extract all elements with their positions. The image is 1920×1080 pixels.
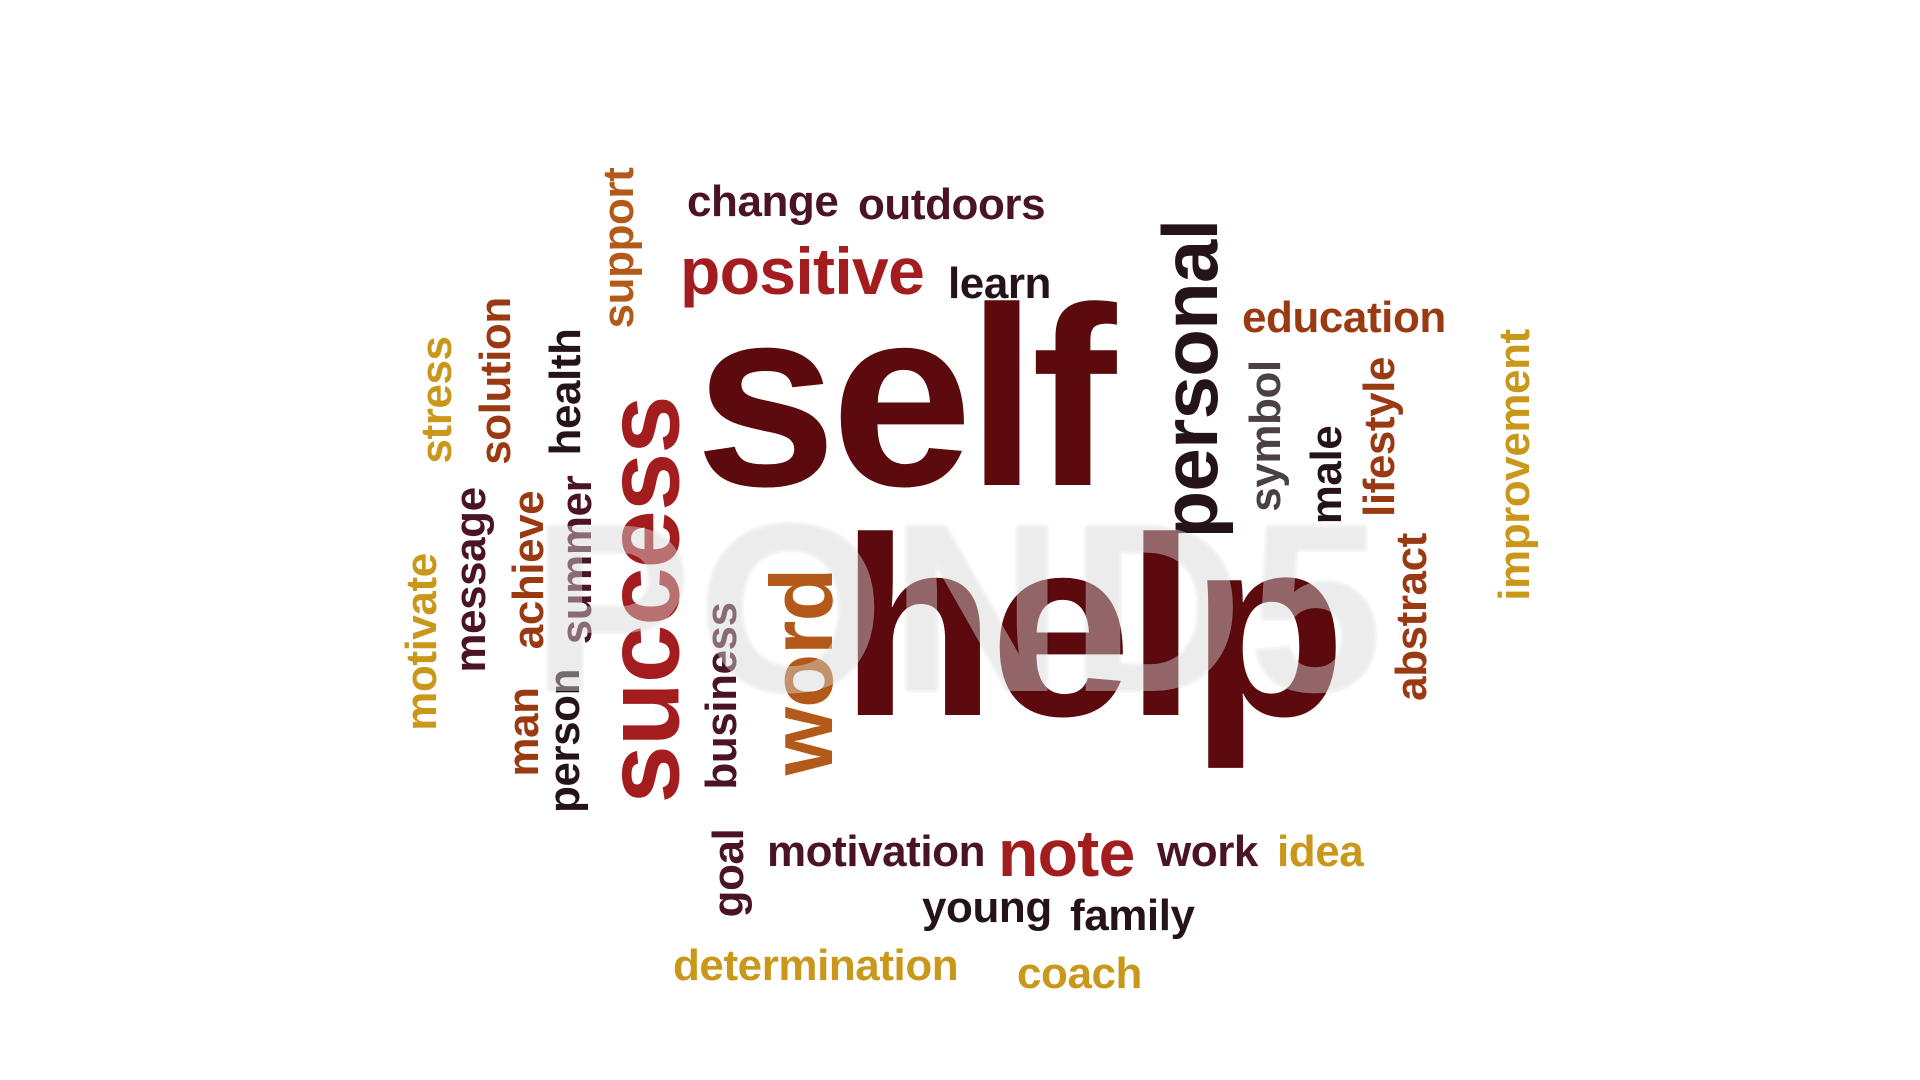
word-abstract: abstract <box>1387 533 1436 701</box>
word-note: note <box>998 816 1135 890</box>
word-learn: learn <box>948 259 1051 308</box>
word-work: work <box>1157 827 1258 876</box>
word-message: message <box>446 487 495 673</box>
word-motivate: motivate <box>397 553 446 731</box>
word-family: family <box>1070 891 1195 940</box>
word-summer: summer <box>552 475 601 645</box>
word-improvement: improvement <box>1490 329 1539 601</box>
word-change: change <box>687 177 839 226</box>
word-success: success <box>584 396 702 804</box>
word-help: help <box>840 485 1346 770</box>
word-self: self <box>695 255 1116 540</box>
word-achieve: achieve <box>504 490 553 650</box>
word-word: word <box>752 568 851 776</box>
word-solution: solution <box>471 297 520 465</box>
word-goal: goal <box>704 828 753 918</box>
word-coach: coach <box>1017 949 1142 998</box>
word-support: support <box>594 167 643 329</box>
word-person: person <box>540 668 589 814</box>
word-determination: determination <box>673 941 959 990</box>
word-idea: idea <box>1277 827 1364 876</box>
word-symbol: symbol <box>1241 360 1290 512</box>
word-outdoors: outdoors <box>858 180 1046 229</box>
word-positive: positive <box>680 234 925 308</box>
word-health: health <box>541 328 590 456</box>
word-motivation: motivation <box>767 827 986 876</box>
word-male: male <box>1302 425 1351 525</box>
word-business: business <box>697 602 746 790</box>
word-young: young <box>922 883 1052 932</box>
word-education: education <box>1242 293 1446 342</box>
word-stress: stress <box>412 336 461 464</box>
word-personal: personal <box>1146 219 1234 539</box>
word-lifestyle: lifestyle <box>1355 357 1404 517</box>
